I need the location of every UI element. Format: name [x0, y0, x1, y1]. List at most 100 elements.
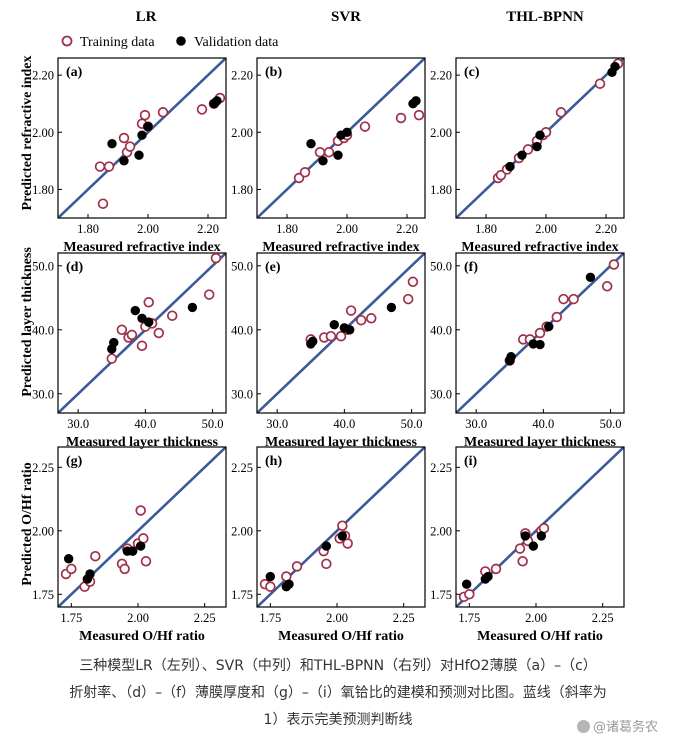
x-axis-title-thickness-svr: Measured layer thickness [265, 435, 417, 450]
training-point-thickness-svr [355, 314, 367, 326]
x-tick-label-refractive-lr: 2.20 [197, 222, 219, 236]
panel-label-refractive-svr: (b) [265, 65, 282, 80]
training-point-refractive-thl-bpnn [594, 78, 606, 89]
training-point-thickness-lr [203, 289, 215, 300]
training-point-ratio-lr [135, 505, 146, 516]
training-point-thickness-lr [143, 297, 154, 308]
x-tick-label-refractive-thl-bpnn: 2.20 [595, 222, 617, 236]
y-tick-label-refractive-lr: 2.20 [32, 69, 54, 83]
validation-point-ratio-lr [63, 554, 74, 564]
validation-point-thickness-svr [345, 325, 355, 335]
panel-thickness-thl-bpnn: 30.0 30.0 40.0 40.0 50.0 50.0 Measured layer t… [430, 252, 625, 450]
validation-point-thickness-lr [144, 317, 154, 327]
training-point-thickness-thl-bpnn [551, 311, 563, 323]
reference-line-thickness-lr [58, 253, 226, 413]
panel-ratio-lr: 1.75 1.75 2.00 2.00 2.25 2.25 Measured O/Hf ra… [32, 446, 227, 640]
validation-point-refractive-svr [306, 139, 316, 149]
y-tick-label-thickness-lr: 40.0 [32, 323, 54, 337]
panel-frame-ratio-svr [256, 446, 426, 608]
panel-frame-ratio-thl-bpnn [455, 446, 625, 608]
training-point-ratio-lr [66, 563, 77, 575]
training-point-thickness-thl-bpnn [534, 327, 546, 339]
validation-point-thickness-thl-bpnn [535, 339, 545, 350]
training-point-ratio-lr [119, 563, 130, 575]
y-tick-label-refractive-svr: 2.20 [231, 69, 253, 83]
validation-point-refractive-lr [134, 150, 144, 160]
training-point-refractive-lr [97, 198, 109, 209]
x-tick-label-thickness-lr: 40.0 [134, 417, 156, 431]
training-point-thickness-thl-bpnn [558, 293, 569, 305]
panel-thickness-svr: 30.0 30.0 40.0 40.0 50.0 50.0 Measured layer t… [231, 252, 426, 450]
panel-refractive-thl-bpnn: 1.80 1.80 2.00 2.00 2.20 2.20 Measured refract… [430, 57, 625, 255]
y-tick-label-refractive-thl-bpnn: 2.20 [430, 69, 452, 83]
y-tick-label-ratio-thl-bpnn: 2.00 [430, 524, 452, 538]
validation-point-refractive-thl-bpnn [532, 141, 542, 152]
y-tick-label-ratio-lr: 2.00 [32, 524, 54, 538]
training-point-ratio-svr [321, 558, 332, 570]
panel-ratio-thl-bpnn: 1.75 1.75 2.00 2.00 2.25 2.25 Measured O/Hf ra… [430, 446, 625, 640]
y-tick-label-ratio-lr: 1.75 [32, 588, 54, 602]
ylabel-refractive: Predicted refractive index [20, 56, 35, 211]
training-point-thickness-svr [325, 330, 337, 342]
y-tick-label-thickness-thl-bpnn: 40.0 [430, 323, 452, 337]
panel-ratio-svr: 1.75 1.75 2.00 2.00 2.25 2.25 Measured O/Hf ra… [231, 446, 426, 640]
training-point-thickness-svr [345, 305, 357, 316]
validation-point-refractive-svr [333, 150, 343, 160]
training-point-thickness-svr [407, 276, 419, 288]
panel-frame-ratio-lr [57, 446, 227, 608]
ylabel-thickness: Predicted layer thickness [20, 247, 35, 397]
training-point-thickness-svr [402, 293, 414, 305]
panel-frame-refractive-thl-bpnn [455, 57, 625, 219]
y-tick-label-ratio-svr: 2.25 [231, 461, 253, 475]
training-point-refractive-lr [94, 161, 106, 172]
training-point-refractive-thl-bpnn [522, 144, 534, 155]
validation-point-ratio-lr [135, 541, 146, 551]
panel-frame-refractive-lr [57, 57, 227, 219]
validation-point-thickness-lr [187, 302, 198, 313]
training-point-thickness-lr [136, 340, 148, 352]
y-tick-label-thickness-svr: 50.0 [231, 259, 253, 273]
x-tick-label-refractive-svr: 2.20 [396, 222, 418, 236]
validation-point-ratio-thl-bpnn [536, 531, 547, 541]
validation-point-refractive-thl-bpnn [610, 61, 620, 72]
validation-point-refractive-lr [119, 156, 129, 166]
x-tick-label-ratio-svr: 1.75 [259, 611, 281, 625]
x-axis-title-thickness-thl-bpnn: Measured layer thickness [464, 435, 616, 450]
validation-point-refractive-thl-bpnn [505, 161, 515, 172]
x-tick-label-refractive-thl-bpnn: 2.00 [535, 222, 557, 236]
validation-point-ratio-thl-bpnn [483, 571, 493, 582]
training-point-ratio-thl-bpnn [490, 563, 502, 575]
panel-label-thickness-lr: (d) [66, 260, 83, 275]
watermark-text: @诸葛务农 [592, 720, 658, 735]
validation-point-thickness-thl-bpnn [544, 321, 554, 332]
validation-point-ratio-svr [321, 541, 332, 551]
x-tick-label-thickness-lr: 50.0 [202, 417, 224, 431]
column-title-lr: LR [136, 9, 157, 25]
x-tick-label-ratio-svr: 2.00 [326, 611, 348, 625]
panel-label-ratio-lr: (g) [66, 454, 83, 469]
column-title-svr: SVR [331, 9, 361, 25]
training-point-thickness-svr [365, 313, 377, 324]
training-point-refractive-thl-bpnn [555, 107, 567, 118]
validation-point-ratio-lr [85, 569, 95, 579]
x-axis-title-ratio-thl-bpnn: Measured O/Hf ratio [477, 629, 603, 640]
caption-line-2: 折射率、（d）–（f）薄膜厚度和（g）–（i）氧铪比的建模和预测对比图。蓝线（斜… [69, 685, 607, 701]
validation-point-refractive-svr [342, 127, 352, 137]
x-tick-label-thickness-svr: 40.0 [333, 417, 355, 431]
training-point-refractive-lr [139, 109, 151, 121]
validation-point-thickness-svr [386, 302, 397, 313]
validation-point-refractive-svr [318, 156, 328, 166]
training-point-refractive-svr [359, 121, 371, 132]
training-point-refractive-lr [124, 141, 136, 152]
validation-point-ratio-svr [284, 579, 294, 589]
validation-point-thickness-svr [329, 319, 339, 330]
validation-point-thickness-lr [130, 305, 140, 316]
y-tick-label-refractive-thl-bpnn: 2.00 [430, 126, 452, 140]
y-tick-label-thickness-lr: 50.0 [32, 259, 54, 273]
x-tick-label-thickness-svr: 50.0 [401, 417, 423, 431]
panel-label-ratio-svr: (h) [265, 454, 282, 469]
validation-point-ratio-thl-bpnn [461, 579, 472, 589]
watermark-logo-icon [576, 720, 590, 733]
panel-frame-refractive-svr [256, 57, 426, 219]
x-tick-label-thickness-thl-bpnn: 30.0 [465, 417, 487, 431]
